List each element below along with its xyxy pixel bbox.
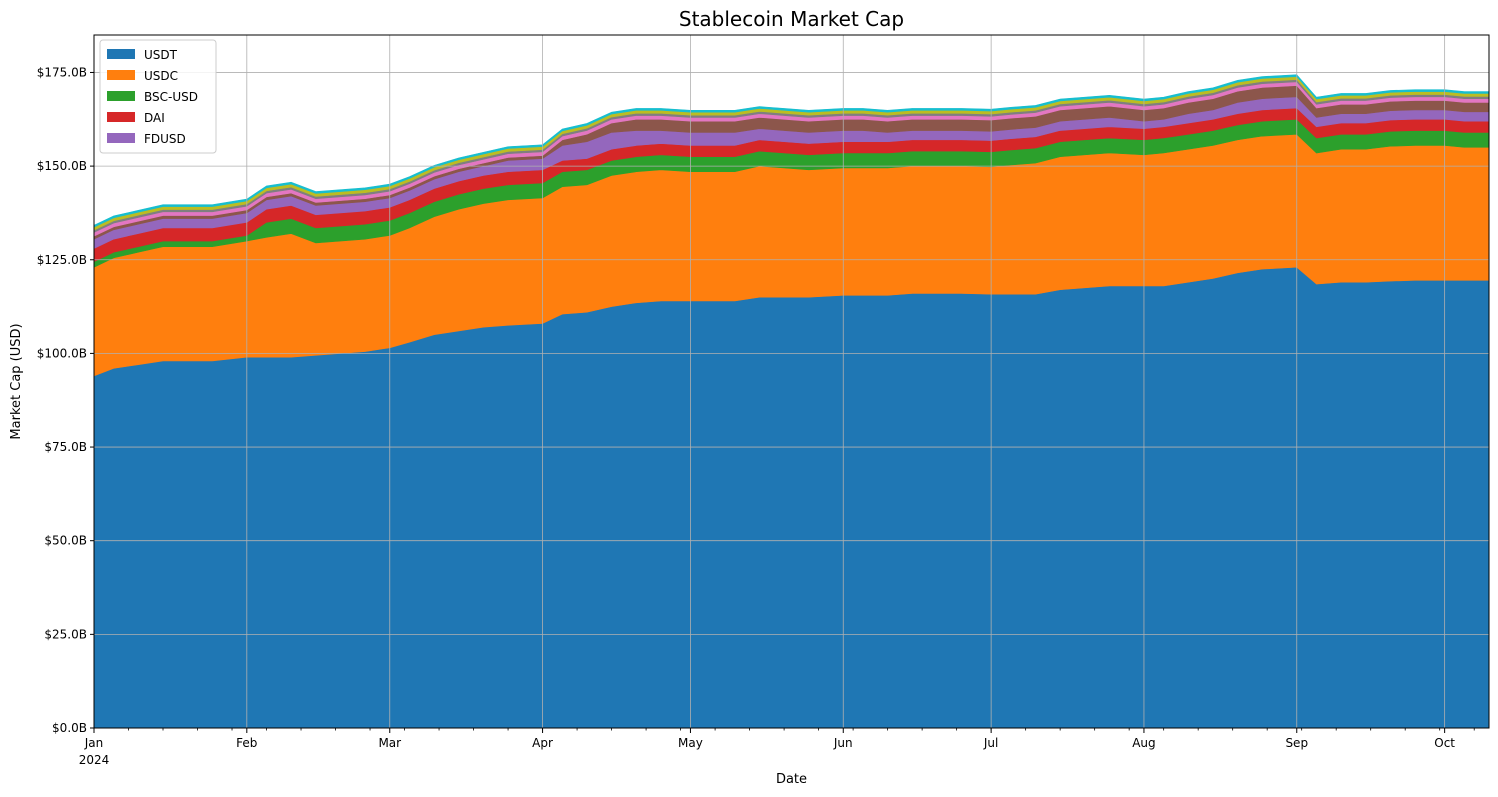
legend-label: USDT — [144, 48, 178, 62]
legend-swatch — [107, 70, 135, 80]
y-tick-label: $75.0B — [44, 440, 87, 454]
x-tick-year-label: 2024 — [79, 753, 110, 767]
y-tick-label: $50.0B — [44, 534, 87, 548]
stacked-areas — [93, 74, 1490, 729]
x-tick-label: Jul — [983, 736, 998, 750]
y-tick-label: $0.0B — [52, 721, 87, 735]
legend-label: FDUSD — [144, 132, 186, 146]
x-axis-ticks: Jan Feb Mar Apr May Jun Jul Aug Sep Oct 2024 — [79, 728, 1475, 767]
plot-frame — [93, 34, 1490, 729]
y-axis-title: Market Cap (USD) — [9, 323, 24, 439]
legend-box — [99, 39, 217, 154]
x-tick-label: Oct — [1434, 736, 1455, 750]
x-tick-label: Jan — [84, 736, 104, 750]
y-tick-label: $25.0B — [44, 627, 87, 641]
x-tick-label: Sep — [1285, 736, 1308, 750]
y-tick-label: $150.0B — [37, 159, 87, 173]
x-tick-label: May — [678, 736, 703, 750]
x-axis-title: Date — [776, 772, 807, 787]
y-axis-ticks: $0.0B $25.0B $50.0B $75.0B $100.0B $125.0B $15… — [37, 65, 94, 735]
x-tick-label: Feb — [236, 736, 257, 750]
x-tick-label: Aug — [1132, 736, 1155, 750]
x-tick-label: Mar — [378, 736, 401, 750]
x-tick-label: Apr — [532, 736, 553, 750]
y-tick-label: $100.0B — [37, 346, 87, 360]
y-tick-label: $175.0B — [37, 65, 87, 79]
legend-label: DAI — [144, 111, 165, 125]
legend-swatch — [107, 112, 135, 122]
legend-label: BSC-USD — [144, 90, 198, 104]
legend-swatch — [107, 91, 135, 101]
y-tick-label: $125.0B — [37, 253, 87, 267]
chart-title: Stablecoin Market Cap — [679, 7, 904, 31]
legend: USDT USDC BSC-USD DAI FDUSD — [99, 39, 217, 154]
legend-label: USDC — [144, 69, 178, 83]
x-tick-label: Jun — [833, 736, 853, 750]
legend-swatch — [107, 133, 135, 143]
legend-swatch — [107, 49, 135, 59]
